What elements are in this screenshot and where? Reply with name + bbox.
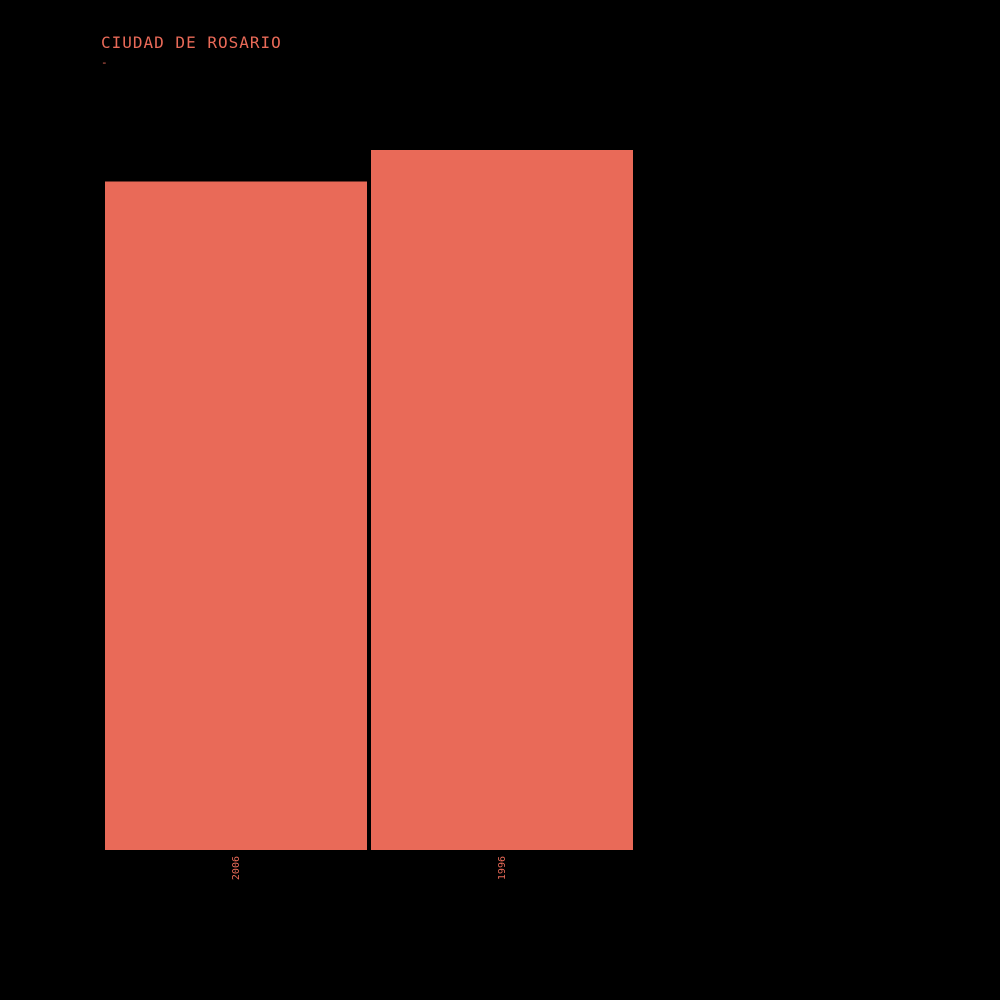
bars-group xyxy=(105,150,633,850)
x-tick-labels: 2006 1996 xyxy=(231,856,508,880)
chart-title: CIUDAD DE ROSARIO xyxy=(101,33,282,52)
x-tick-label-1996: 1996 xyxy=(497,856,508,880)
bar-1996 xyxy=(371,150,633,850)
chart-subtitle: - xyxy=(101,56,108,69)
x-tick-label-2006: 2006 xyxy=(231,856,242,880)
bar-2006 xyxy=(105,181,367,850)
